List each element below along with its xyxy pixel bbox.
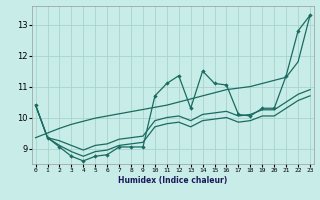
X-axis label: Humidex (Indice chaleur): Humidex (Indice chaleur)	[118, 176, 228, 185]
